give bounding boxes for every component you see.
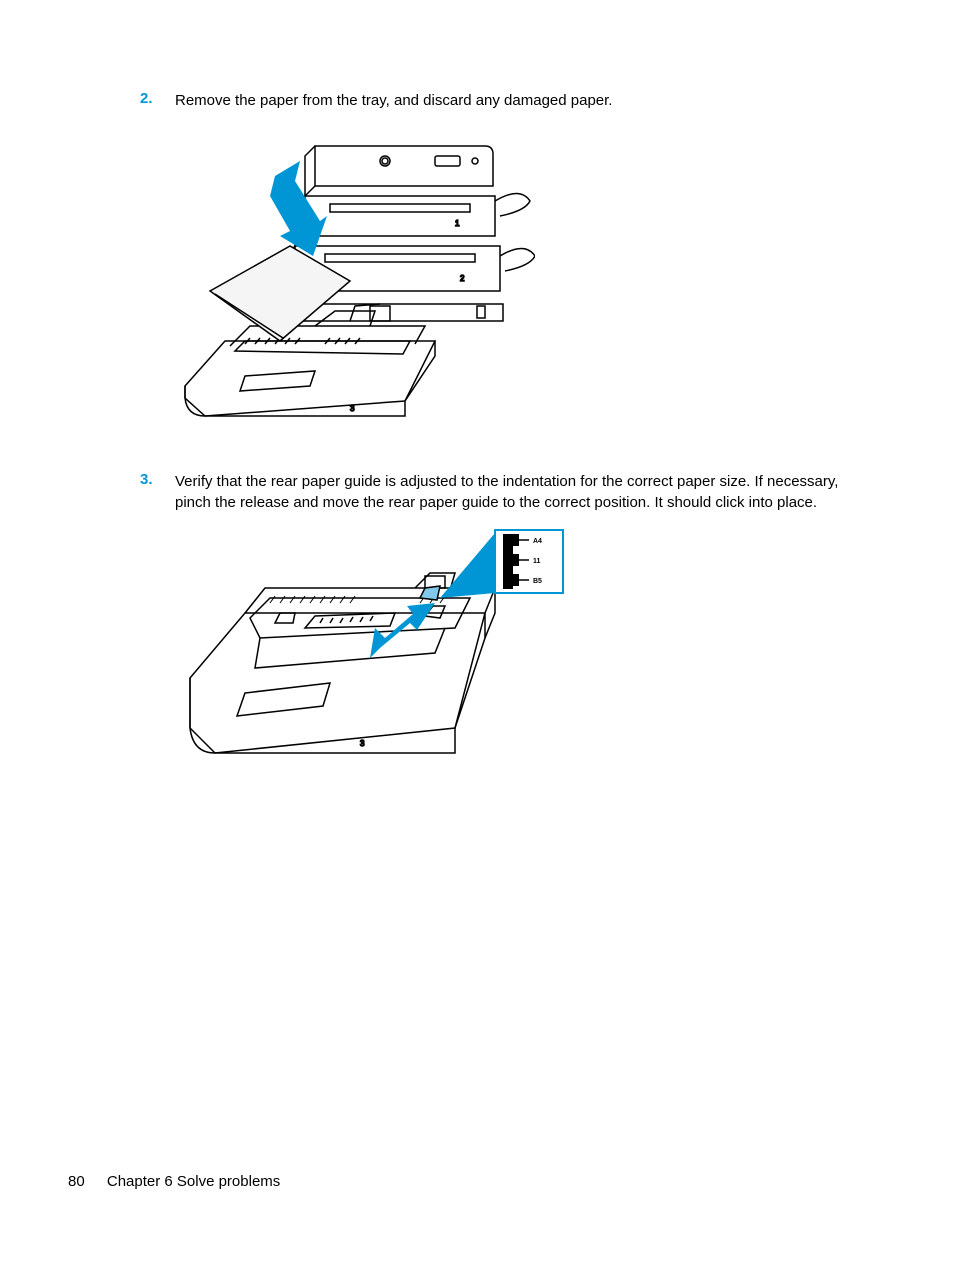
page-content: 2. Remove the paper from the tray, and d… — [140, 90, 840, 853]
tray-1-label: 1 — [455, 219, 460, 228]
step-2-number: 2. — [140, 90, 175, 111]
tray-3-label-b: 3 — [360, 739, 365, 748]
callout-label-1: A4 — [533, 538, 542, 545]
paper-size-callout: A4 11 B5 — [440, 530, 563, 598]
page-number: 80 — [68, 1173, 85, 1190]
step-3: 3. Verify that the rear paper guide is a… — [140, 471, 840, 513]
step-3-text: Verify that the rear paper guide is adju… — [175, 471, 840, 513]
step-2-text: Remove the paper from the tray, and disc… — [175, 90, 612, 111]
tray-2-label: 2 — [460, 274, 465, 283]
illustration-1: 1 2 — [175, 126, 840, 441]
page-footer: 80 Chapter 6 Solve problems — [68, 1173, 280, 1190]
tray-3-label-a: 3 — [350, 404, 355, 413]
callout-label-2: 11 — [533, 558, 541, 565]
illustration-2: 3 — [175, 528, 840, 823]
callout-label-3: B5 — [533, 578, 542, 585]
remove-paper-arrow-icon — [270, 161, 327, 256]
step-2: 2. Remove the paper from the tray, and d… — [140, 90, 840, 111]
step-3-number: 3. — [140, 471, 175, 513]
chapter-title: Chapter 6 Solve problems — [107, 1173, 280, 1190]
